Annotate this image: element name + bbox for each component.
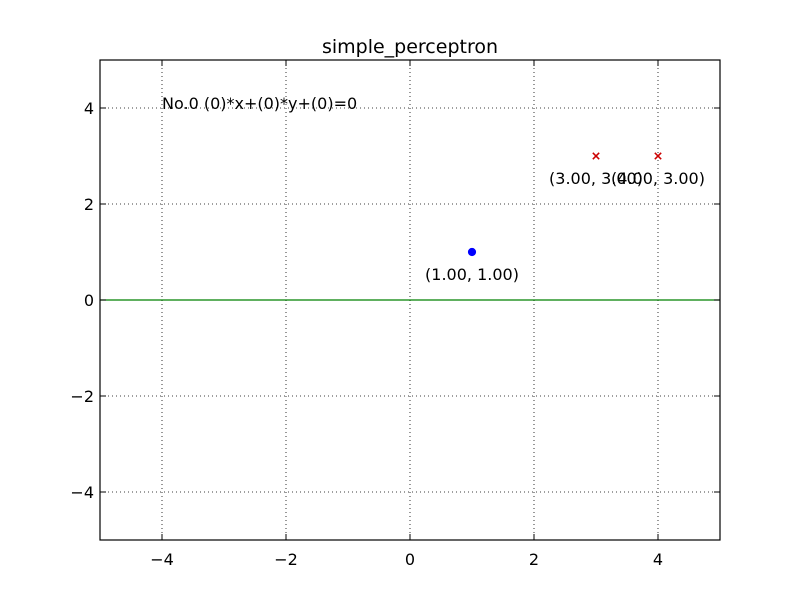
x-tick-label: 4 <box>653 550 663 569</box>
data-point-x <box>592 152 600 160</box>
point-labels: (1.00, 1.00) (3.00, 3.00)(4.00, 3.00) <box>425 169 705 284</box>
chart-title: simple_perceptron <box>322 36 498 58</box>
x-marker-stroke <box>592 152 600 160</box>
x-marker-stroke <box>654 152 662 160</box>
y-tick-label: 2 <box>84 195 94 214</box>
data-point-circle <box>467 247 477 257</box>
x-tick-label: −2 <box>274 550 298 569</box>
data-points <box>467 152 662 257</box>
plot-frame <box>99 59 721 541</box>
point-label: (4.00, 3.00) <box>611 169 705 188</box>
y-tick-label: −4 <box>70 483 94 502</box>
iteration-equation: No.0 (0)*x+(0)*y+(0)=0 <box>162 94 357 113</box>
data-point-x <box>654 152 662 160</box>
point-label: (3.00, 3.00) <box>549 169 643 188</box>
x-tick-label: −4 <box>150 550 174 569</box>
y-tick-label: 0 <box>84 291 94 310</box>
x-tick-label: 2 <box>529 550 539 569</box>
point-label: (1.00, 1.00) <box>425 265 519 284</box>
x-tick-label: 0 <box>405 550 415 569</box>
y-tick-label: −2 <box>70 387 94 406</box>
axis-ticks: −4 −2 0 2 4 −4 −2 0 2 4 <box>70 60 720 569</box>
y-tick-label: 4 <box>84 99 94 118</box>
